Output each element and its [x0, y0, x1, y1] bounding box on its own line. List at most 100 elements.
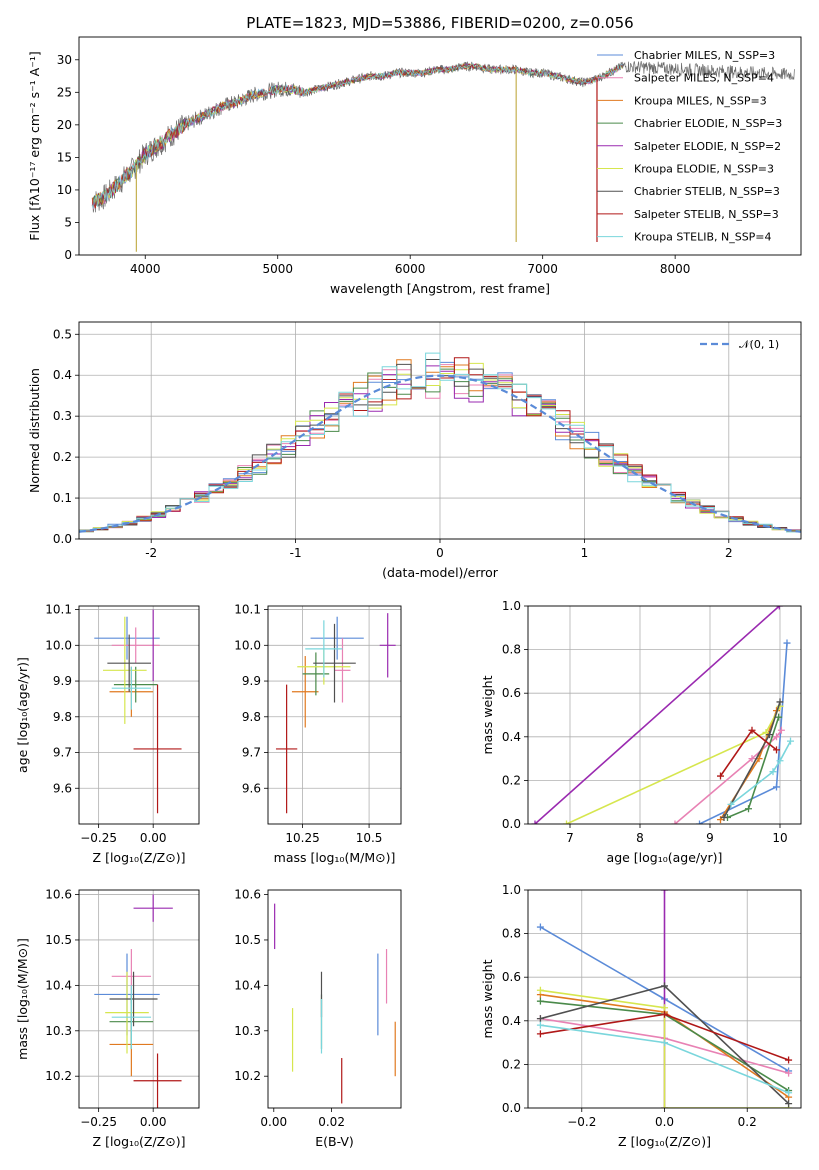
axes-frame — [527, 605, 802, 825]
plus-marker — [531, 820, 539, 824]
x-axis-label: Z [log₁₀(Z/Z⊙)] — [93, 850, 186, 865]
y-tick-label: 25 — [57, 85, 72, 99]
x-tick-label: 7000 — [527, 262, 558, 276]
panel-residuals: -2 -1 0 1 2 0.0 0.1 0.2 0.3 0.4 0.5 (data-model)/er… — [27, 321, 802, 580]
y-tick-label: 10.0 — [45, 638, 72, 652]
chart-title: PLATE=1823, MJD=53886, FIBERID=0200, z=0… — [246, 14, 633, 32]
x-axis-label: Z [log₁₀(Z/Z⊙)] — [93, 1134, 186, 1149]
plus-marker — [536, 923, 544, 931]
axes-frame — [78, 889, 200, 1109]
gaussian-reference-line — [79, 374, 801, 533]
y-tick-label: 10.6 — [234, 888, 261, 902]
plus-marker — [748, 726, 756, 734]
y-tick-label: 9.8 — [242, 710, 261, 724]
plot-area — [274, 903, 396, 1104]
plus-marker — [720, 813, 728, 821]
x-tick-label: 1 — [581, 546, 589, 560]
errorbar-point — [379, 613, 396, 678]
plus-marker — [777, 726, 785, 734]
y-tick-label: 0 — [64, 248, 72, 262]
y-tick-label: 0.6 — [502, 686, 521, 700]
plus-marker — [661, 1004, 668, 1012]
errorbar-point — [111, 627, 160, 664]
y-tick-label: 10.2 — [234, 1069, 261, 1083]
plus-marker — [773, 733, 780, 741]
y-tick-label: 10.5 — [45, 933, 72, 947]
errorbar-point — [310, 616, 364, 660]
mass-weight-line — [730, 740, 792, 806]
y-tick-label: 0.0 — [502, 817, 521, 831]
y-tick-label: 0.2 — [502, 1057, 521, 1071]
errorbar-point — [275, 684, 298, 814]
y-tick-label: 10 — [57, 183, 72, 197]
x-tick-label: −0.2 — [567, 1115, 596, 1129]
y-tick-label: 10.3 — [234, 1024, 261, 1038]
plus-marker — [536, 997, 544, 1005]
x-tick-label: 2 — [725, 546, 733, 560]
plus-marker — [785, 1089, 793, 1097]
panel-age-vs-mass: 10.25 10.5 9.6 9.7 9.8 9.9 10.0 10.1 mass [log₁₀… — [234, 603, 402, 865]
plus-marker — [671, 820, 679, 824]
y-tick-label: 0.5 — [53, 327, 72, 341]
plus-marker — [661, 982, 668, 990]
errorbar-point — [133, 1053, 182, 1108]
panel-mass-vs-z: −0.25 0.00 10.2 10.3 10.4 10.5 10.6 Z [log₁₀(Z/… — [15, 888, 200, 1149]
errorbar-point — [133, 894, 173, 922]
x-tick-label: 0.2 — [738, 1115, 757, 1129]
errorbar-point — [103, 616, 147, 724]
x-tick-label: 8000 — [660, 262, 691, 276]
plus-marker — [717, 772, 724, 780]
plus-marker — [787, 737, 794, 745]
y-tick-label: 9.7 — [53, 746, 72, 760]
errorbar-point — [313, 623, 356, 703]
x-tick-label: -2 — [145, 546, 157, 560]
legend-entry: Salpeter ELODIE, N_SSP=2 — [634, 140, 781, 153]
x-tick-label: -1 — [290, 546, 302, 560]
legend-entry: Chabrier MILES, N_SSP=3 — [634, 49, 775, 62]
y-tick-label: 1.0 — [502, 599, 521, 613]
x-axis-label: mass [log₁₀(M/M⊙)] — [274, 850, 396, 865]
legend-entry: Chabrier STELIB, N_SSP=3 — [634, 185, 780, 198]
x-axis-label: E(B-V) — [315, 1134, 354, 1149]
y-tick-label: 10.3 — [45, 1024, 72, 1038]
y-axis-label: Normed distribution — [27, 368, 42, 493]
x-axis-label: Z [log₁₀(Z/Z⊙)] — [618, 1134, 711, 1149]
x-tick-label: 10.25 — [285, 831, 319, 845]
y-tick-label: 0.4 — [502, 1014, 521, 1028]
x-axis-label: wavelength [Angstrom, rest frame] — [330, 281, 550, 296]
y-tick-label: 9.8 — [53, 710, 72, 724]
y-tick-label: 10.1 — [45, 603, 72, 617]
plus-marker — [536, 1015, 544, 1023]
y-tick-label: 10.0 — [234, 638, 261, 652]
plus-marker — [775, 606, 783, 610]
x-tick-label: 0.00 — [260, 1115, 287, 1129]
y-tick-label: 9.7 — [242, 746, 261, 760]
x-tick-label: 10 — [772, 831, 787, 845]
y-tick-label: 0.2 — [502, 773, 521, 787]
y-tick-label: 20 — [57, 118, 72, 132]
plot-area — [531, 606, 794, 824]
y-tick-label: 0.1 — [53, 491, 72, 505]
errorbar-point — [113, 666, 158, 703]
errorbar-point — [291, 656, 319, 728]
x-tick-label: 4000 — [130, 262, 161, 276]
y-tick-label: 9.9 — [242, 674, 261, 688]
mass-weight-line — [674, 729, 783, 824]
x-tick-label: 0.0 — [655, 1115, 674, 1129]
panel-spectrum: 4000 5000 6000 7000 8000 0 5 10 15 20 25 30 waveleng… — [27, 36, 802, 296]
plus-marker — [773, 746, 780, 754]
plus-marker — [745, 805, 752, 813]
errorbar-point — [109, 971, 158, 1027]
plus-marker — [563, 820, 570, 824]
legend-entry: Salpeter STELIB, N_SSP=3 — [634, 208, 779, 221]
y-tick-label: 10.4 — [234, 978, 261, 992]
x-axis-label: (data-model)/error — [382, 565, 499, 580]
x-tick-label: 10.5 — [356, 831, 383, 845]
plus-marker — [727, 800, 735, 808]
axes-frame — [78, 605, 200, 825]
y-tick-label: 0.8 — [502, 927, 521, 941]
y-tick-label: 5 — [64, 215, 72, 229]
x-tick-label: 9 — [706, 831, 714, 845]
y-tick-label: 9.9 — [53, 674, 72, 688]
